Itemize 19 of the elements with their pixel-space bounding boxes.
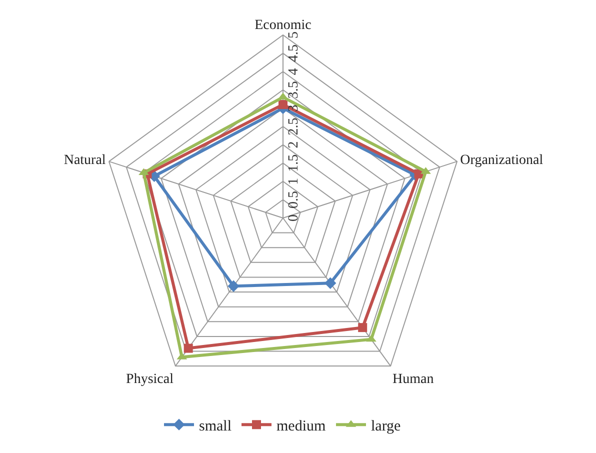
spoke-label: Economic [254, 18, 312, 33]
legend-label: large [370, 418, 402, 434]
y-tick-label: 0 [286, 214, 302, 222]
y-tick-label: 5 [286, 32, 302, 38]
y-tick-label: 2.5 [286, 118, 302, 136]
legend-label: small [199, 418, 232, 434]
legend-label: medium [276, 418, 326, 434]
spoke-label: Natural [64, 153, 106, 168]
y-tick-label: 0.5 [286, 190, 302, 208]
y-tick-label: 3 [286, 104, 302, 112]
spoke-label: Human [392, 372, 434, 387]
spoke-label: Organizational [460, 153, 544, 168]
y-tick-label: 2 [286, 141, 302, 148]
y-tick-label: 4 [286, 68, 302, 76]
y-tick-label: 3.5 [286, 81, 302, 99]
y-tick-label: 4.5 [286, 44, 302, 62]
spoke-label: Physical [126, 372, 174, 387]
y-tick-label: 1.5 [286, 154, 302, 172]
y-tick-label: 1 [286, 178, 302, 185]
